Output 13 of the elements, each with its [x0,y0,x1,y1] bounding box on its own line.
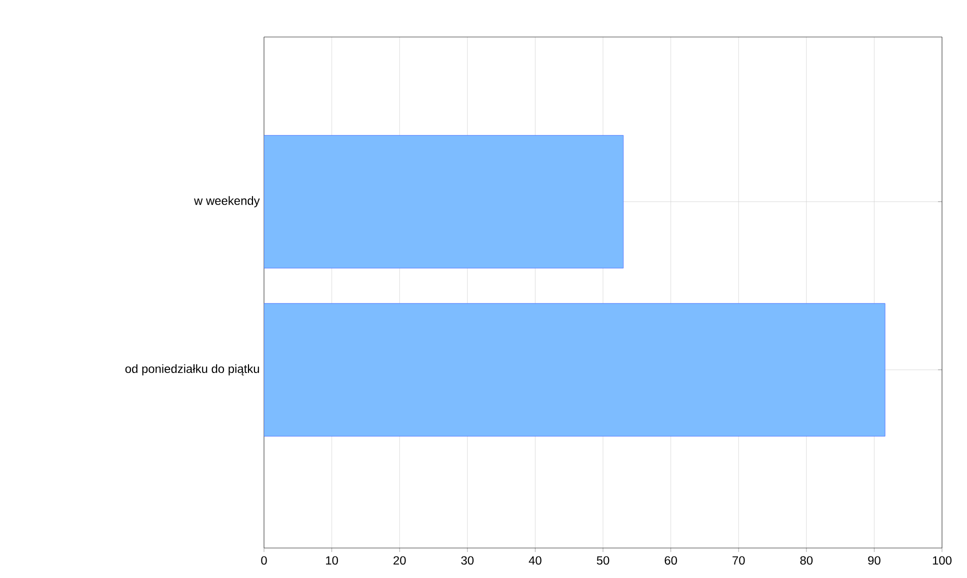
x-tick-label: 60 [664,556,677,565]
y-tick-label: w weekendy [194,196,260,208]
x-tick-label: 40 [528,556,542,565]
x-tick-label: 90 [868,556,880,565]
x-tick-label: 50 [596,556,610,565]
x-tick-label: 70 [732,556,745,565]
x-tick-label: 10 [326,556,338,565]
x-tick-label: 0 [261,556,267,565]
x-tick-label: 20 [394,556,406,565]
x-tick-label: 30 [461,556,474,565]
x-tick-label: 80 [800,556,813,565]
x-tick-label: 100 [932,556,952,565]
y-tick-label: od poniedziałku do piątku [125,364,259,376]
